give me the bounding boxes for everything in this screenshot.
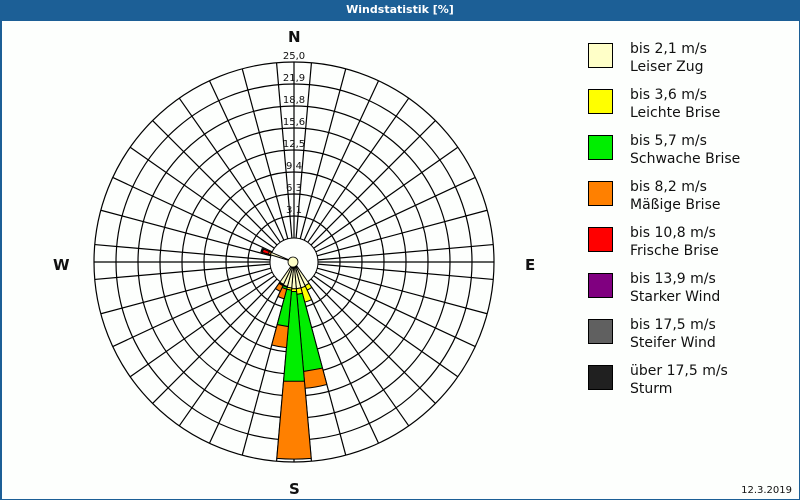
wind-sector-bar xyxy=(276,380,312,460)
grid-spoke xyxy=(310,278,436,404)
compass-north-label: N xyxy=(288,28,301,46)
chart-panel xyxy=(1,20,800,500)
calm-center xyxy=(287,256,299,268)
legend-swatch xyxy=(588,89,613,114)
legend-swatch xyxy=(588,43,613,68)
grid-spoke xyxy=(307,97,410,243)
grid-spoke xyxy=(313,275,459,378)
legend-range: bis 2,1 m/s xyxy=(630,41,707,57)
grid-spoke xyxy=(299,68,347,239)
compass-south-label: S xyxy=(289,480,300,498)
grid-spoke xyxy=(129,275,275,378)
wind-sector-bar xyxy=(271,324,289,349)
grid-spoke xyxy=(94,263,271,281)
legend-label: Frische Brise xyxy=(630,243,719,259)
ring-label: 6,3 xyxy=(286,183,302,194)
legend-label: Steifer Wind xyxy=(630,335,716,351)
grid-spoke xyxy=(275,62,293,239)
grid-spoke xyxy=(178,281,281,427)
grid-spoke xyxy=(295,62,313,239)
legend-swatch xyxy=(588,181,613,206)
grid-spoke xyxy=(208,80,285,241)
ring-label: 25,0 xyxy=(283,51,305,62)
grid-spoke xyxy=(317,209,488,257)
grid-spoke xyxy=(178,97,281,243)
grid-spoke xyxy=(303,283,380,444)
grid-spoke xyxy=(152,278,278,404)
grid-spoke xyxy=(317,267,488,315)
legend-range: bis 10,8 m/s xyxy=(630,225,716,241)
grid-spoke xyxy=(317,263,494,281)
grid-spoke xyxy=(152,120,278,246)
date-label: 12.3.2019 xyxy=(741,485,792,496)
grid-spoke xyxy=(208,283,285,444)
ring-label: 9,4 xyxy=(286,161,302,172)
grid-spoke xyxy=(315,176,476,253)
grid-spoke xyxy=(129,146,275,249)
legend-label: Sturm xyxy=(630,381,673,397)
wind-sector-bar xyxy=(274,282,284,293)
legend-range: bis 8,2 m/s xyxy=(630,179,707,195)
legend-label: Leichte Brise xyxy=(630,105,721,121)
ring-label: 3,1 xyxy=(286,205,302,216)
wind-sector-bar xyxy=(260,247,265,253)
grid-spoke xyxy=(100,209,271,257)
legend-range: über 17,5 m/s xyxy=(630,363,728,379)
ring-label: 21,9 xyxy=(283,73,305,84)
legend-range: bis 13,9 m/s xyxy=(630,271,716,287)
legend-range: bis 17,5 m/s xyxy=(630,317,716,333)
legend-swatch xyxy=(588,273,613,298)
grid-spoke xyxy=(112,176,273,253)
wind-sector-bar xyxy=(303,367,328,389)
window-title: Windstatistik [%] xyxy=(0,0,800,20)
legend-swatch xyxy=(588,365,613,390)
grid-spoke xyxy=(241,68,289,239)
ring-label: 18,8 xyxy=(283,95,305,106)
legend-label: Leiser Zug xyxy=(630,59,704,75)
grid-spoke xyxy=(317,243,494,261)
legend-label: Mäßige Brise xyxy=(630,197,721,213)
legend-swatch xyxy=(588,135,613,160)
grid-spoke xyxy=(112,271,273,348)
wind-sector-bar xyxy=(277,286,288,300)
legend-label: Schwache Brise xyxy=(630,151,741,167)
ring-label: 12,5 xyxy=(283,139,305,150)
grid-spoke xyxy=(100,267,271,315)
grid-spoke xyxy=(315,271,476,348)
compass-east-label: E xyxy=(525,256,536,274)
grid-spoke xyxy=(303,80,380,241)
legend-label: Starker Wind xyxy=(630,289,721,305)
legend-range: bis 3,6 m/s xyxy=(630,87,707,103)
legend-range: bis 5,7 m/s xyxy=(630,133,707,149)
grid-spoke xyxy=(307,281,410,427)
ring-label: 15,6 xyxy=(283,117,305,128)
grid-spoke xyxy=(94,243,271,261)
grid-spoke xyxy=(313,146,459,249)
compass-west-label: W xyxy=(53,256,70,274)
legend-swatch xyxy=(588,227,613,252)
grid-spoke xyxy=(310,120,436,246)
legend-swatch xyxy=(588,319,613,344)
